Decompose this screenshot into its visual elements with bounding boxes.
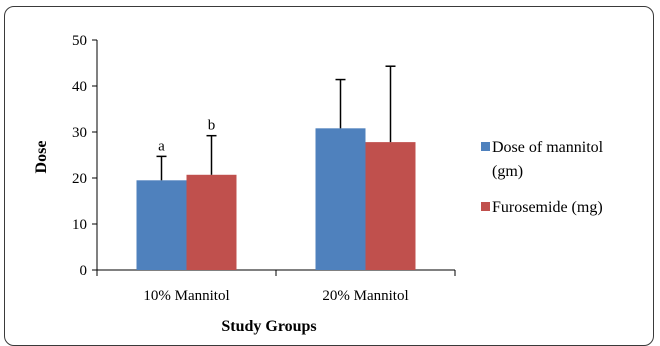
x-tick-label: 20% Mannitol <box>322 288 408 304</box>
y-tick-label: 10 <box>72 217 87 233</box>
bar <box>186 174 237 270</box>
bar-annotation: a <box>158 138 165 154</box>
bar <box>315 128 366 270</box>
y-tick-label: 20 <box>72 171 87 187</box>
y-tick-label: 0 <box>80 263 88 279</box>
x-tick-label: 10% Mannitol <box>143 288 229 304</box>
y-tick-label: 30 <box>72 125 87 141</box>
bar <box>365 142 416 270</box>
legend-label-furosemide: Furosemide (mg) <box>492 199 603 216</box>
y-tick-label: 50 <box>72 33 87 49</box>
legend: Dose of mannitol (gm) Furosemide (mg) <box>481 139 604 216</box>
x-axis-title: Study Groups <box>221 318 316 335</box>
legend-label-mannitol-line2: (gm) <box>492 163 523 180</box>
y-axis: 0 10 20 30 40 50 <box>72 33 98 279</box>
bars <box>136 128 416 270</box>
legend-label-mannitol-line1: Dose of mannitol <box>492 139 604 156</box>
y-axis-title: Dose <box>33 141 50 174</box>
bar <box>136 180 187 270</box>
error-bars <box>156 65 396 181</box>
bar-annotation: b <box>208 118 216 134</box>
y-tick-label: 40 <box>72 79 87 95</box>
legend-swatch-mannitol <box>481 142 490 151</box>
legend-swatch-furosemide <box>481 202 490 211</box>
x-axis: 10% Mannitol 20% Mannitol <box>96 269 456 304</box>
annotations: ab <box>158 118 215 155</box>
